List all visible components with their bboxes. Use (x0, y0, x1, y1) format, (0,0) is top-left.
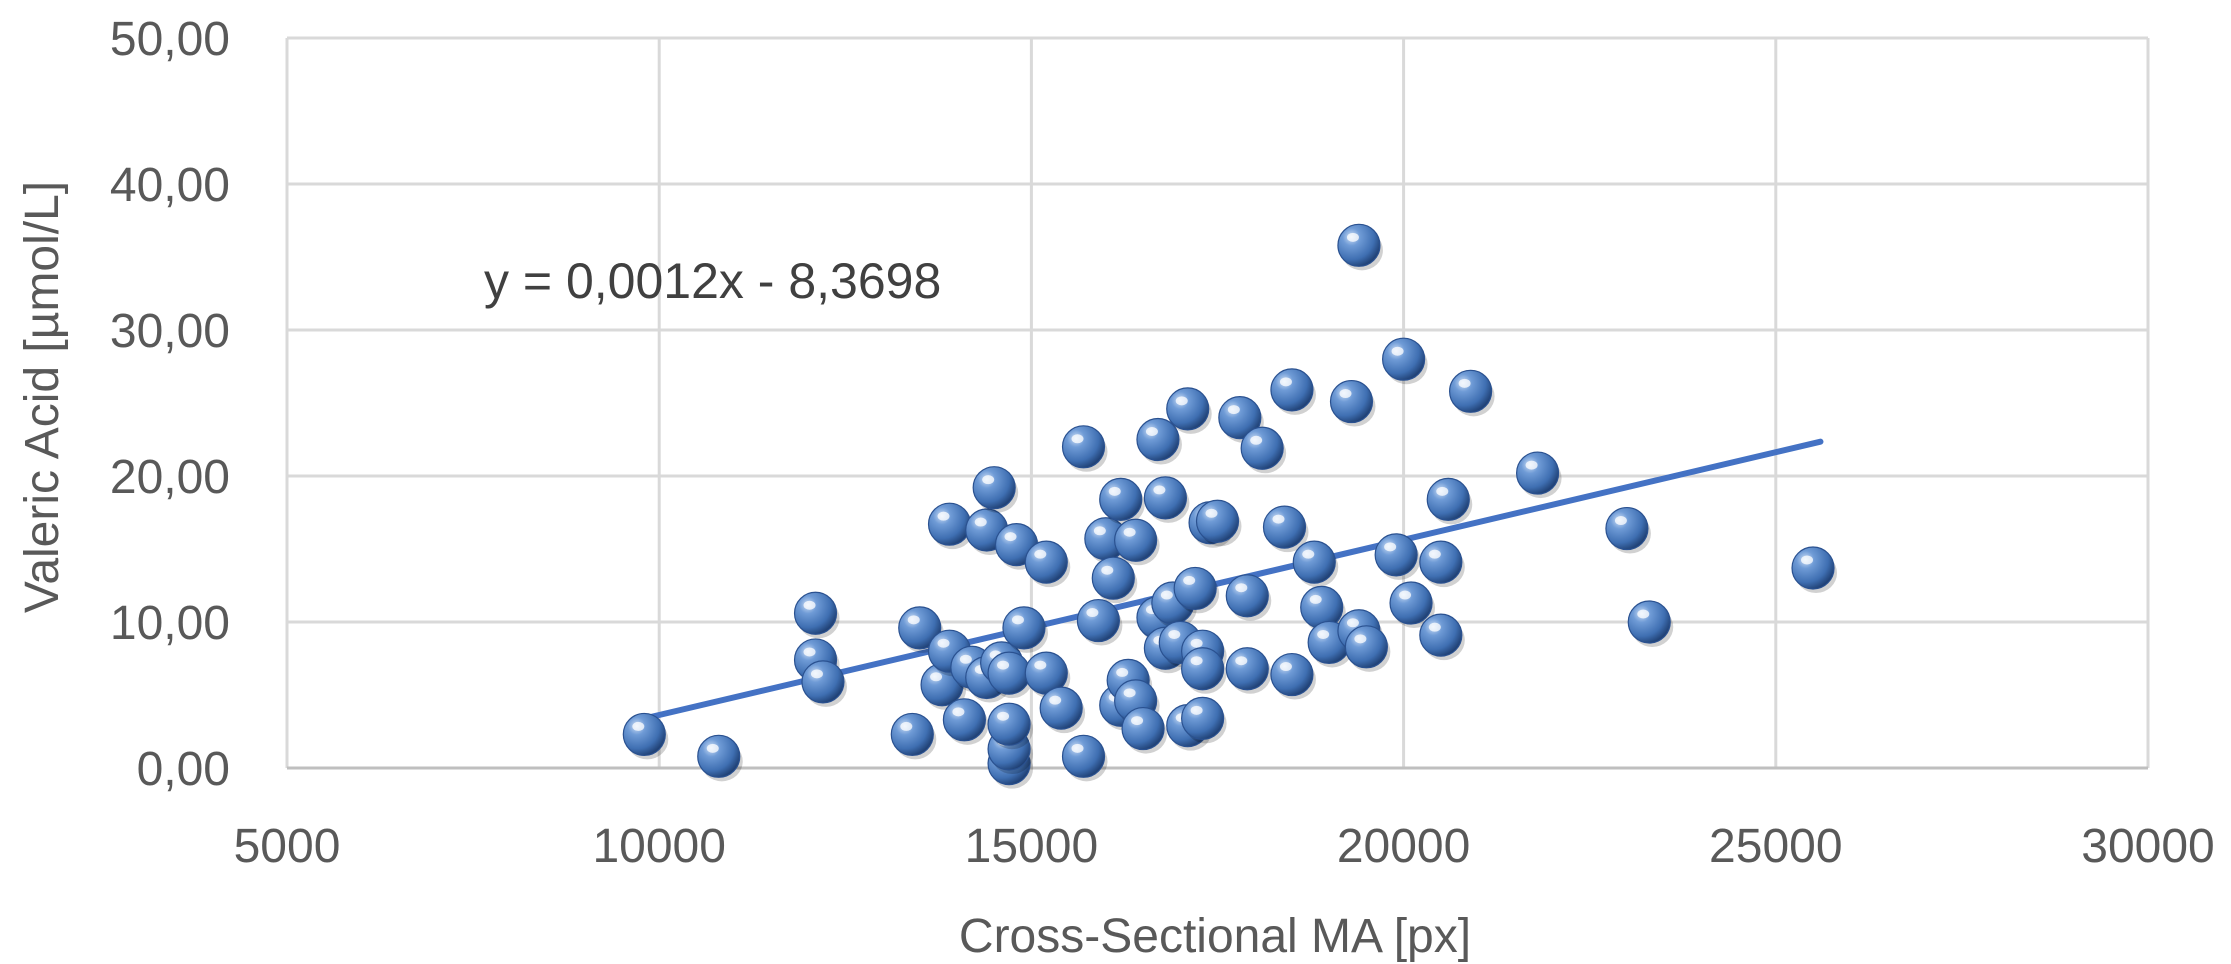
data-point (1292, 540, 1339, 588)
data-point (1136, 417, 1182, 465)
data-point (1262, 505, 1309, 553)
data-point (890, 712, 937, 760)
data-point (1374, 533, 1421, 580)
data-point (987, 651, 1034, 699)
x-tick-label: 25000 (1709, 820, 1842, 873)
y-tick-label: 50,00 (110, 13, 230, 66)
data-point (1389, 581, 1436, 629)
data-point (1143, 476, 1190, 523)
y-axis-title: Valeric Acid [µmol/L] (16, 181, 69, 613)
data-point (1114, 518, 1160, 566)
data-point (1039, 686, 1086, 734)
data-point (1791, 546, 1838, 593)
data-point (1225, 647, 1272, 694)
y-tick-label: 0,00 (137, 743, 230, 796)
data-point (927, 502, 974, 550)
y-tick-labels: 0,00 10,00 20,00 30,00 40,00 50,00 (110, 13, 230, 796)
data-point (972, 466, 1019, 513)
y-tick-label: 10,00 (110, 597, 230, 650)
data-point (1002, 606, 1048, 653)
x-tick-label: 20000 (1337, 820, 1470, 873)
x-tick-label: 10000 (592, 820, 725, 873)
data-point (1605, 506, 1651, 554)
x-axis-title: Cross-Sectional MA [px] (959, 910, 1471, 963)
x-tick-label: 5000 (234, 820, 341, 873)
data-point (1061, 734, 1108, 782)
grid-lines (285, 36, 2150, 768)
data-point (1419, 540, 1465, 588)
data-point (1225, 574, 1272, 621)
data-point (1627, 600, 1674, 647)
data-point (1061, 425, 1108, 472)
data-point (1240, 426, 1287, 474)
data-point (1166, 387, 1212, 434)
data-point (1329, 379, 1376, 427)
data-point (1337, 223, 1383, 271)
data-point (1076, 598, 1123, 646)
y-tick-label: 30,00 (110, 305, 230, 358)
data-point (1270, 368, 1316, 415)
data-point (1181, 647, 1227, 694)
data-point (1419, 613, 1465, 661)
y-tick-label: 40,00 (110, 159, 230, 212)
y-tick-label: 20,00 (110, 451, 230, 504)
trendline-equation: y = 0,0012x - 8,3698 (484, 253, 941, 309)
data-point (697, 734, 743, 782)
data-point (793, 591, 840, 639)
data-point (1426, 477, 1473, 525)
data-point (1381, 337, 1428, 385)
data-point (1121, 706, 1168, 754)
data-point (1195, 499, 1242, 547)
data-point (1173, 566, 1220, 614)
data-point (622, 712, 669, 760)
data-point (801, 660, 847, 707)
data-point (1448, 369, 1495, 417)
data-point (1091, 556, 1138, 604)
data-point (1344, 625, 1391, 672)
x-tick-labels: 5000 10000 15000 20000 25000 30000 (234, 820, 2215, 873)
x-tick-label: 15000 (965, 820, 1098, 873)
data-points (622, 223, 1838, 789)
data-point (1515, 451, 1562, 499)
data-point (1099, 477, 1145, 525)
data-point (1181, 696, 1227, 744)
data-point (1270, 652, 1316, 700)
data-point (1024, 540, 1071, 588)
x-tick-label: 30000 (2081, 820, 2214, 873)
data-point (987, 702, 1034, 750)
data-point (942, 698, 989, 745)
